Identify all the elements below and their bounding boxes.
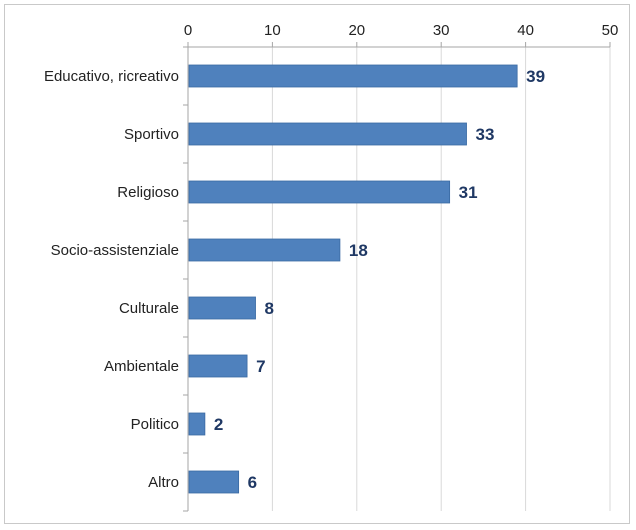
category-label: Politico (131, 416, 179, 433)
bar-chart: 0 10 20 30 40 50 Educativo, ricreativo Sportiv… (44, 22, 619, 512)
x-tick-label: 50 (602, 22, 619, 39)
category-label: Sportivo (124, 126, 179, 143)
data-label: 7 (256, 357, 265, 376)
chart-frame: 0 10 20 30 40 50 Educativo, ricreativo Sportiv… (4, 4, 630, 524)
data-label: 31 (459, 183, 478, 202)
bar (188, 412, 206, 436)
bar (188, 180, 451, 204)
category-label: Educativo, ricreativo (44, 68, 179, 85)
bar (188, 470, 240, 494)
x-tick-label: 10 (264, 22, 281, 39)
data-label: 33 (476, 125, 495, 144)
x-tick-label: 20 (348, 22, 365, 39)
x-tick-label: 30 (433, 22, 450, 39)
data-label: 39 (526, 67, 545, 86)
data-labels: 39 33 31 18 8 7 2 6 (214, 67, 545, 492)
gridlines (271, 47, 611, 511)
category-labels: Educativo, ricreativo Sportivo Religioso So… (44, 68, 179, 491)
bars (188, 64, 518, 494)
x-tick-label: 0 (184, 22, 192, 39)
category-label: Religioso (117, 184, 179, 201)
bar (188, 64, 518, 88)
bar (188, 296, 256, 320)
data-label: 8 (265, 299, 274, 318)
axes (183, 42, 611, 512)
bar (188, 122, 467, 146)
x-tick-labels: 0 10 20 30 40 50 (184, 22, 619, 39)
category-label: Culturale (119, 300, 179, 317)
bar (188, 354, 248, 378)
x-tick-label: 40 (517, 22, 534, 39)
category-label: Ambientale (104, 358, 179, 375)
data-label: 2 (214, 415, 223, 434)
category-label: Altro (148, 474, 179, 491)
category-label: Socio-assistenziale (51, 242, 179, 259)
data-label: 6 (248, 473, 257, 492)
data-label: 18 (349, 241, 368, 260)
bar (188, 238, 341, 262)
